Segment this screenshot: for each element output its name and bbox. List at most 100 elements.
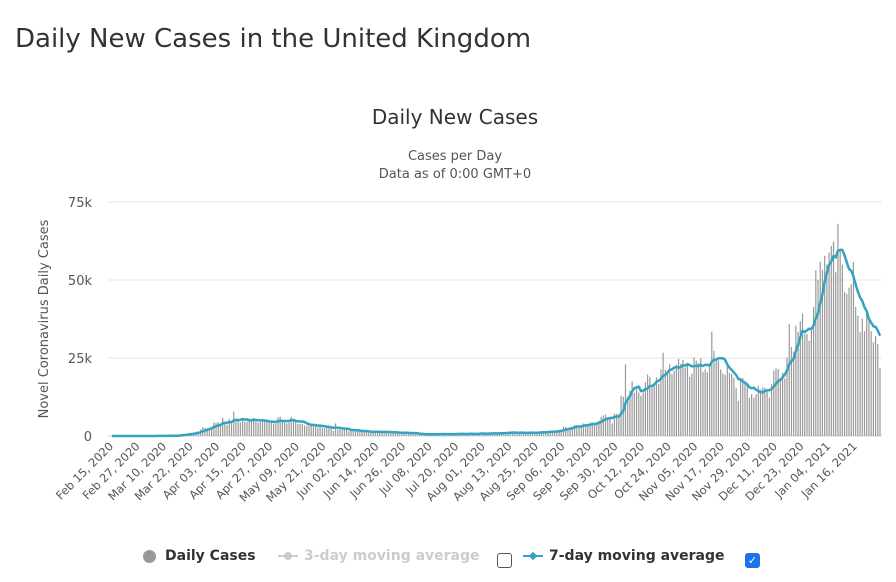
daily-cases-bar[interactable] — [219, 424, 222, 436]
daily-cases-bar[interactable] — [511, 432, 514, 436]
daily-cases-bar[interactable] — [708, 364, 711, 436]
daily-cases-bar[interactable] — [852, 262, 855, 436]
daily-cases-bar[interactable] — [640, 395, 642, 436]
daily-cases-bar[interactable] — [376, 431, 379, 436]
daily-cases-bar[interactable] — [334, 423, 337, 436]
daily-cases-bar[interactable] — [545, 432, 547, 436]
daily-cases-bar[interactable] — [746, 385, 748, 436]
daily-cases-bar[interactable] — [396, 433, 399, 436]
daily-cases-bar[interactable] — [379, 432, 381, 436]
daily-cases-bar[interactable] — [669, 364, 671, 436]
daily-cases-bar[interactable] — [596, 422, 598, 436]
daily-cases-bar[interactable] — [520, 432, 523, 436]
daily-cases-bar[interactable] — [401, 432, 403, 436]
daily-cases-bar[interactable] — [321, 427, 323, 436]
daily-cases-bar[interactable] — [673, 370, 675, 436]
daily-cases-bar[interactable] — [602, 415, 604, 436]
daily-cases-bar[interactable] — [779, 378, 782, 436]
daily-cases-bar[interactable] — [759, 389, 762, 436]
daily-cases-bar[interactable] — [412, 433, 414, 436]
daily-cases-bar[interactable] — [359, 431, 361, 436]
daily-cases-bar[interactable] — [414, 433, 416, 436]
daily-cases-bar[interactable] — [315, 424, 317, 436]
daily-cases-bar[interactable] — [837, 223, 839, 436]
daily-cases-bar[interactable] — [700, 358, 702, 436]
daily-cases-bar[interactable] — [368, 432, 370, 436]
daily-cases-bar[interactable] — [735, 387, 737, 436]
daily-cases-bar[interactable] — [830, 245, 832, 436]
daily-cases-bar[interactable] — [591, 422, 593, 436]
legend-7day-average[interactable]: 7-day moving average — [523, 548, 725, 564]
daily-cases-bar[interactable] — [292, 418, 295, 436]
daily-cases-bar[interactable] — [808, 340, 810, 436]
daily-cases-bar[interactable] — [534, 433, 536, 436]
daily-cases-bar[interactable] — [233, 411, 235, 436]
daily-cases-bar[interactable] — [874, 336, 877, 436]
daily-cases-bar[interactable] — [832, 241, 835, 436]
daily-cases-bar[interactable] — [770, 384, 773, 436]
daily-cases-bar[interactable] — [773, 370, 775, 436]
daily-cases-bar[interactable] — [323, 428, 326, 436]
daily-cases-bar[interactable] — [365, 430, 368, 436]
daily-cases-bar[interactable] — [516, 433, 518, 436]
daily-cases-bar[interactable] — [868, 317, 870, 436]
daily-cases-bar[interactable] — [498, 433, 500, 436]
daily-cases-bar[interactable] — [392, 432, 394, 436]
daily-cases-bar[interactable] — [806, 333, 808, 436]
daily-cases-bar[interactable] — [622, 396, 624, 436]
7day-average-line[interactable] — [112, 248, 882, 438]
daily-cases-bar[interactable] — [782, 372, 784, 436]
daily-cases-bar[interactable] — [764, 387, 766, 436]
daily-cases-bar[interactable] — [383, 432, 385, 436]
daily-cases-bar[interactable] — [680, 364, 682, 436]
daily-cases-bar[interactable] — [848, 287, 850, 436]
daily-cases-bar[interactable] — [684, 367, 686, 436]
daily-cases-bar[interactable] — [312, 425, 315, 436]
daily-cases-bar[interactable] — [658, 383, 660, 436]
daily-cases-bar[interactable] — [350, 430, 352, 436]
daily-cases-bar[interactable] — [237, 419, 239, 436]
daily-cases-bar[interactable] — [270, 422, 272, 436]
daily-cases-bar[interactable] — [288, 422, 290, 436]
daily-cases-bar[interactable] — [407, 432, 410, 436]
daily-cases-bar[interactable] — [388, 431, 390, 436]
daily-cases-bar[interactable] — [565, 426, 567, 436]
daily-cases-bar[interactable] — [695, 360, 697, 436]
daily-cases-bar[interactable] — [465, 434, 467, 436]
daily-cases-bar[interactable] — [726, 364, 728, 436]
daily-cases-bar[interactable] — [306, 425, 308, 436]
daily-cases-bar[interactable] — [290, 416, 292, 436]
daily-cases-bar[interactable] — [248, 418, 250, 436]
daily-cases-bar[interactable] — [257, 422, 259, 436]
daily-cases-bar[interactable] — [660, 369, 662, 436]
daily-cases-bar[interactable] — [739, 379, 742, 436]
daily-cases-bar[interactable] — [573, 424, 576, 436]
daily-cases-bar[interactable] — [799, 321, 801, 436]
daily-cases-bar[interactable] — [662, 352, 664, 436]
daily-cases-bar[interactable] — [751, 394, 753, 436]
daily-cases-bar[interactable] — [689, 376, 691, 436]
daily-cases-bar[interactable] — [702, 371, 704, 436]
daily-cases-bar[interactable] — [261, 421, 264, 436]
daily-cases-bar[interactable] — [797, 331, 799, 436]
daily-cases-bar[interactable] — [697, 363, 700, 436]
daily-cases-bar[interactable] — [246, 421, 248, 436]
daily-cases-bar[interactable] — [284, 422, 286, 436]
daily-cases-bar[interactable] — [859, 331, 861, 436]
daily-cases-bar[interactable] — [691, 373, 693, 436]
daily-cases-bar[interactable] — [706, 372, 708, 436]
daily-cases-bar[interactable] — [527, 432, 529, 436]
daily-cases-bar[interactable] — [720, 369, 722, 436]
daily-cases-bar[interactable] — [352, 430, 354, 436]
daily-cases-bar[interactable] — [768, 397, 770, 436]
daily-cases-bar[interactable] — [666, 371, 669, 436]
daily-cases-bar[interactable] — [757, 385, 759, 436]
daily-cases-bar[interactable] — [593, 423, 596, 436]
daily-cases-bar[interactable] — [578, 425, 580, 436]
daily-cases-bar[interactable] — [567, 428, 569, 436]
daily-cases-bar[interactable] — [549, 431, 551, 436]
daily-cases-bar[interactable] — [554, 431, 556, 436]
daily-cases-bar[interactable] — [339, 429, 341, 436]
daily-cases-bar[interactable] — [518, 432, 520, 436]
daily-cases-bar[interactable] — [784, 378, 786, 436]
